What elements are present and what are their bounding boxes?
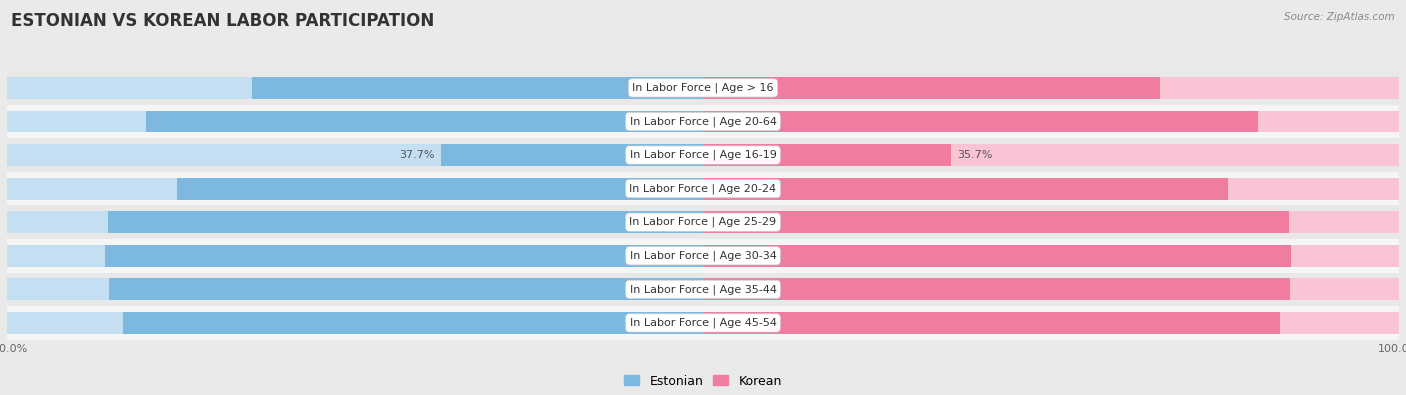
- Bar: [703, 312, 1399, 334]
- Bar: [703, 111, 1399, 132]
- Text: 37.7%: 37.7%: [399, 150, 434, 160]
- Bar: [703, 178, 1227, 199]
- Legend: Estonian, Korean: Estonian, Korean: [620, 370, 786, 393]
- Bar: [703, 211, 1399, 233]
- Bar: [703, 278, 1399, 300]
- Bar: [7, 273, 1399, 306]
- Text: 84.3%: 84.3%: [689, 284, 727, 294]
- Bar: [703, 278, 1289, 300]
- Text: 75.6%: 75.6%: [679, 184, 717, 194]
- Bar: [7, 71, 1399, 105]
- Text: In Labor Force | Age 30-34: In Labor Force | Age 30-34: [630, 250, 776, 261]
- Text: 65.7%: 65.7%: [689, 83, 727, 93]
- Bar: [7, 105, 1399, 138]
- Text: ESTONIAN VS KOREAN LABOR PARTICIPATION: ESTONIAN VS KOREAN LABOR PARTICIPATION: [11, 12, 434, 30]
- Text: In Labor Force | Age 25-29: In Labor Force | Age 25-29: [630, 217, 776, 228]
- Bar: [7, 239, 1399, 273]
- Bar: [108, 211, 703, 233]
- Text: In Labor Force | Age 20-64: In Labor Force | Age 20-64: [630, 116, 776, 127]
- Bar: [7, 205, 1399, 239]
- Bar: [440, 144, 703, 166]
- Text: 35.7%: 35.7%: [957, 150, 993, 160]
- Bar: [703, 144, 1399, 166]
- Text: In Labor Force | Age > 16: In Labor Force | Age > 16: [633, 83, 773, 93]
- Bar: [703, 245, 1291, 267]
- Bar: [7, 312, 703, 334]
- Bar: [7, 245, 703, 267]
- Bar: [7, 211, 703, 233]
- Bar: [703, 312, 1279, 334]
- Text: 85.9%: 85.9%: [679, 251, 717, 261]
- Bar: [703, 178, 1399, 199]
- Text: 84.2%: 84.2%: [689, 217, 727, 227]
- Bar: [110, 278, 703, 300]
- Bar: [703, 144, 952, 166]
- Bar: [703, 245, 1399, 267]
- Bar: [122, 312, 703, 334]
- Bar: [7, 306, 1399, 340]
- Text: Source: ZipAtlas.com: Source: ZipAtlas.com: [1284, 12, 1395, 22]
- Text: 75.4%: 75.4%: [689, 184, 727, 194]
- Text: In Labor Force | Age 16-19: In Labor Force | Age 16-19: [630, 150, 776, 160]
- Bar: [7, 111, 703, 132]
- Bar: [7, 278, 703, 300]
- Bar: [177, 178, 703, 199]
- Text: 83.4%: 83.4%: [679, 318, 717, 328]
- Text: 82.9%: 82.9%: [689, 318, 727, 328]
- Text: In Labor Force | Age 20-24: In Labor Force | Age 20-24: [630, 183, 776, 194]
- Bar: [703, 211, 1289, 233]
- Bar: [703, 111, 1258, 132]
- Bar: [703, 77, 1399, 99]
- Bar: [146, 111, 703, 132]
- Bar: [7, 77, 703, 99]
- Text: 84.5%: 84.5%: [689, 251, 727, 261]
- Bar: [7, 178, 703, 199]
- Text: In Labor Force | Age 45-54: In Labor Force | Age 45-54: [630, 318, 776, 328]
- Bar: [7, 144, 703, 166]
- Bar: [105, 245, 703, 267]
- Bar: [703, 77, 1160, 99]
- Text: 64.8%: 64.8%: [679, 83, 717, 93]
- Text: 79.8%: 79.8%: [689, 117, 727, 126]
- Text: 85.5%: 85.5%: [679, 217, 717, 227]
- Bar: [252, 77, 703, 99]
- Text: In Labor Force | Age 35-44: In Labor Force | Age 35-44: [630, 284, 776, 295]
- Bar: [7, 138, 1399, 172]
- Text: 80.0%: 80.0%: [679, 117, 717, 126]
- Text: 85.3%: 85.3%: [679, 284, 717, 294]
- Bar: [7, 172, 1399, 205]
